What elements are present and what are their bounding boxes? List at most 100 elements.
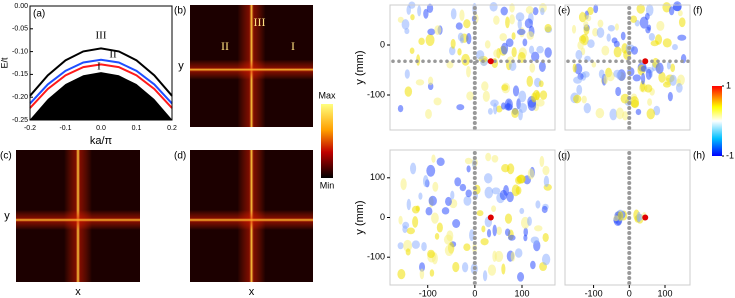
field-blob [527, 168, 535, 180]
lattice-site [472, 101, 477, 105]
lattice-site [472, 91, 477, 95]
lattice-site [627, 276, 632, 280]
lattice-site [472, 81, 477, 85]
panel-label: (e) [558, 6, 570, 17]
field-blob [596, 27, 605, 38]
field-blob [655, 62, 664, 74]
field-blob [593, 4, 599, 14]
field-blob [587, 39, 595, 48]
field-blob [428, 195, 437, 206]
field-blob [500, 6, 508, 16]
lattice-site [472, 281, 477, 285]
field-blob [489, 2, 498, 12]
lattice-site [602, 59, 606, 64]
lattice-site [656, 59, 660, 64]
field-blob [459, 183, 467, 192]
lattice-site [627, 196, 632, 200]
annotation: II [221, 39, 229, 53]
lattice-site [668, 59, 672, 64]
lattice-site [472, 191, 477, 195]
annotation: III [96, 30, 107, 42]
lattice-site [472, 176, 477, 180]
field-blob [663, 81, 671, 88]
field-blob [504, 103, 513, 111]
field-blob [592, 27, 599, 37]
field-blob [536, 45, 544, 54]
source [642, 58, 649, 65]
lattice-site [472, 251, 477, 255]
field-blob [636, 3, 645, 14]
field-blob [603, 74, 608, 85]
lattice-site [472, 21, 477, 25]
field-pattern [566, 1, 690, 130]
lattice-site [445, 59, 449, 64]
field-blob [672, 44, 678, 51]
field-blob [511, 47, 517, 58]
field-blob [418, 192, 423, 200]
field-blob [644, 12, 650, 21]
lattice-site [409, 59, 413, 64]
field-blob [677, 74, 685, 86]
lattice-site [638, 59, 642, 64]
field-blob [636, 211, 641, 223]
lattice-site [472, 56, 477, 60]
field-blob [499, 33, 508, 42]
lattice-site [620, 59, 624, 64]
field-blob [412, 216, 419, 228]
lattice-site [590, 59, 594, 64]
lattice-site [627, 31, 632, 35]
field-blob [511, 184, 520, 197]
lattice-site [472, 231, 477, 235]
field-blob [544, 23, 552, 33]
field-blob [425, 108, 432, 120]
field-blob [463, 195, 472, 206]
lattice-site [439, 59, 443, 64]
field-blob [632, 74, 642, 82]
lattice-site [472, 276, 477, 280]
field-blob [422, 175, 429, 187]
field-blob [523, 234, 528, 242]
annotation: I [97, 61, 101, 73]
field-blob [397, 16, 404, 23]
lattice-site [674, 59, 678, 64]
lattice-site [627, 281, 632, 285]
lattice-site [627, 66, 632, 70]
field-blob [403, 239, 413, 252]
panel-label: (d) [174, 151, 186, 162]
source [487, 58, 494, 65]
field-blob [647, 98, 653, 106]
field-blob [538, 80, 544, 88]
lattice-site [627, 51, 632, 55]
annotation: II [109, 49, 117, 61]
lattice-site [472, 86, 477, 90]
field-blob [485, 152, 492, 162]
field-blob [505, 38, 514, 47]
lattice-site [627, 246, 632, 250]
field-blob [572, 94, 582, 104]
lattice-site [627, 6, 632, 10]
field-blob [494, 250, 504, 263]
heatmap-horizontal-band [190, 59, 313, 80]
field-blob [630, 15, 638, 23]
field-blob [526, 31, 535, 40]
field-blob [483, 173, 493, 184]
field-blob [482, 90, 490, 102]
field-blob [421, 241, 427, 252]
lattice-site [472, 71, 477, 75]
lattice-site [627, 181, 632, 185]
field-blob [583, 24, 590, 35]
field-blob [580, 11, 585, 21]
field-blob [463, 19, 471, 29]
field-blob [504, 213, 513, 224]
field-blob [409, 47, 415, 54]
field-blob [601, 45, 610, 56]
lattice-site [472, 121, 477, 125]
colorbar-tick-label: 1 [726, 80, 731, 90]
lattice-site [472, 261, 477, 265]
lattice-site [475, 59, 479, 64]
field-blob [518, 108, 523, 121]
lattice-site [627, 151, 632, 155]
lattice-site [529, 59, 533, 64]
field-blob [587, 6, 594, 16]
lattice-site [523, 59, 527, 64]
